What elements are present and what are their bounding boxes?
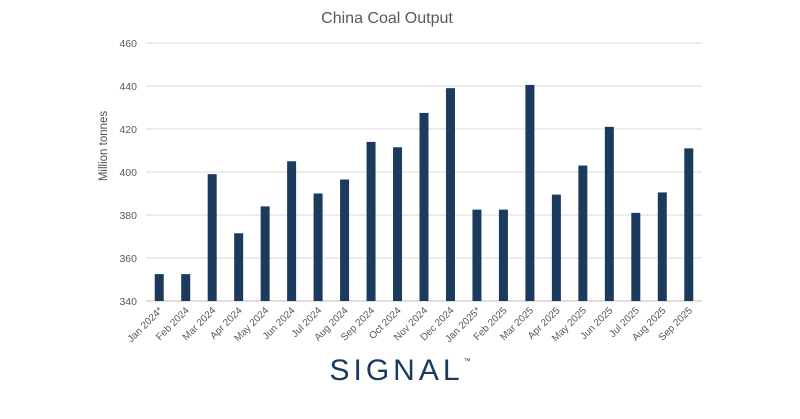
y-tick-label: 360 xyxy=(119,253,137,265)
bar xyxy=(604,126,614,301)
bar xyxy=(313,193,323,301)
y-tick-label: 400 xyxy=(119,167,137,179)
bar xyxy=(366,141,376,301)
bar xyxy=(472,209,482,301)
bar xyxy=(393,147,403,301)
bar xyxy=(657,192,667,301)
bar xyxy=(234,233,244,301)
bar xyxy=(260,206,270,301)
y-tick-label: 380 xyxy=(119,210,137,222)
trademark-symbol: ™ xyxy=(463,358,471,365)
bar xyxy=(340,179,350,301)
bar xyxy=(525,84,535,301)
bar xyxy=(684,148,694,301)
logo-text: SIGNAL xyxy=(329,354,464,387)
bar xyxy=(498,209,508,301)
signal-logo: SIGNAL™ xyxy=(0,356,800,386)
bar xyxy=(419,112,429,301)
bar xyxy=(631,212,641,301)
bars xyxy=(154,84,694,302)
bar xyxy=(181,274,191,301)
bar xyxy=(154,274,164,301)
bar xyxy=(578,165,588,301)
bar xyxy=(551,194,561,301)
y-tick-label: 460 xyxy=(119,38,137,50)
bar xyxy=(207,174,217,301)
y-tick-label: 340 xyxy=(119,296,137,308)
y-axis-ticks: 340 360 380 400 420 440 460 xyxy=(119,38,137,308)
y-tick-label: 420 xyxy=(119,124,137,136)
bar xyxy=(287,161,297,301)
y-axis-label: Million tonnes xyxy=(98,111,110,182)
bar xyxy=(445,88,455,302)
y-tick-label: 440 xyxy=(119,81,137,93)
chart-title: China Coal Output xyxy=(321,10,453,27)
